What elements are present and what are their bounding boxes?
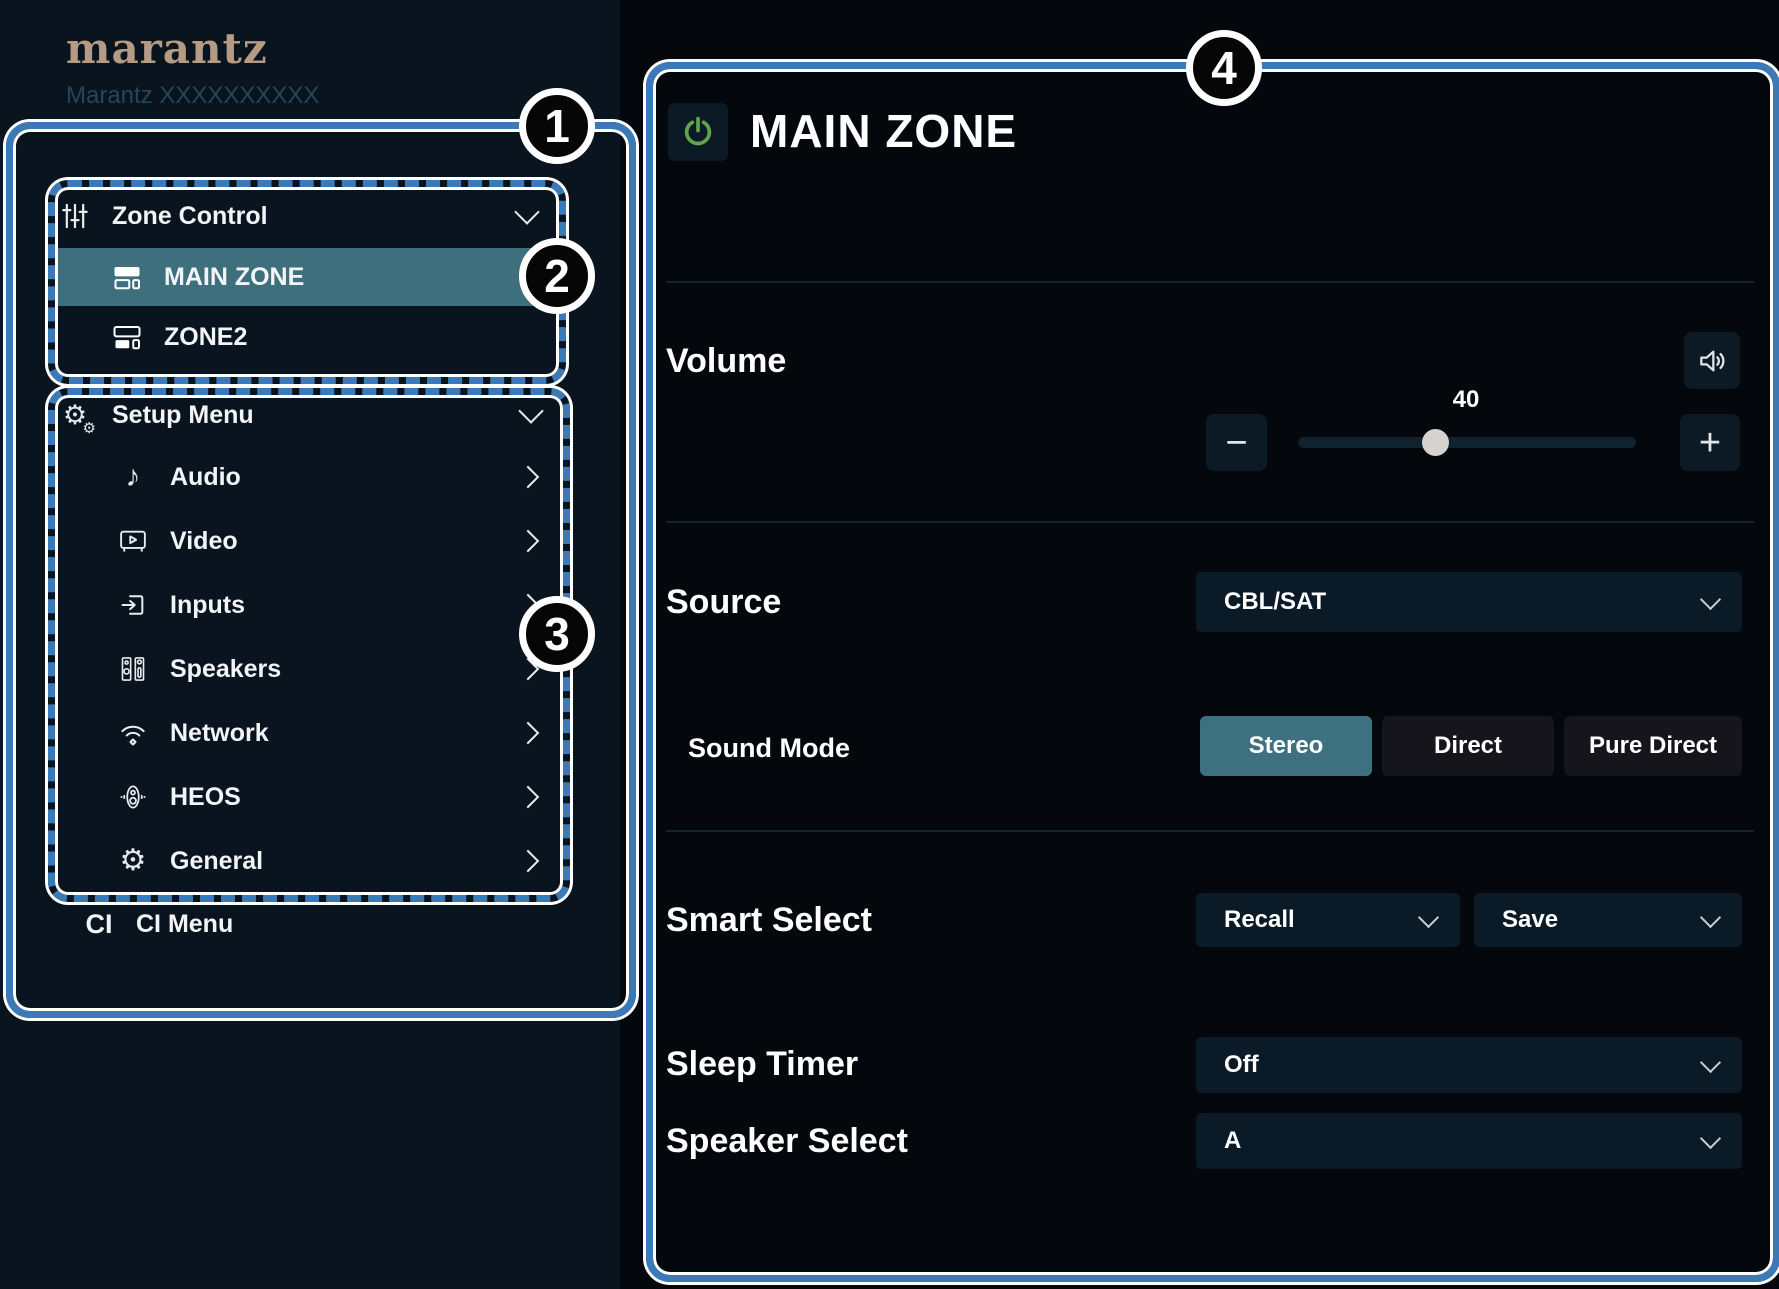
sidebar-item-label: Speakers — [170, 654, 282, 683]
wifi-icon — [116, 716, 150, 750]
sound-mode-stereo-button[interactable]: Stereo — [1200, 716, 1372, 776]
sidebar-item-label: Network — [170, 718, 269, 747]
chevron-right-icon — [516, 849, 540, 873]
marantz-logo: marantz — [66, 24, 268, 73]
speaker-select-value: A — [1224, 1127, 1242, 1154]
sidebar: marantz Marantz XXXXXXXXXX — [0, 0, 620, 1289]
gears-icon: ⚙ ⚙ — [62, 399, 96, 437]
sidebar-item-zone2[interactable]: ZONE2 — [58, 310, 546, 364]
main-zone-icon — [110, 260, 144, 294]
mute-button[interactable] — [1684, 332, 1740, 389]
sidebar-item-inputs[interactable]: Inputs — [58, 573, 550, 637]
zone-control-label: Zone Control — [112, 201, 268, 230]
source-select-value: CBL/SAT — [1224, 588, 1327, 615]
speaker-volume-icon — [1696, 345, 1728, 377]
divider — [666, 521, 1754, 523]
sidebar-item-heos[interactable]: HEOS — [58, 765, 550, 829]
sidebar-item-ci-menu[interactable]: CI CI Menu — [58, 898, 550, 950]
plus-icon: + — [1698, 421, 1722, 464]
sidebar-item-general[interactable]: ⚙ General — [58, 829, 550, 893]
sidebar-item-speakers[interactable]: Speakers — [58, 637, 550, 701]
sidebar-item-main-zone[interactable]: MAIN ZONE — [58, 248, 546, 306]
chevron-right-icon — [516, 785, 540, 809]
setup-menu-header[interactable]: ⚙ ⚙ Setup Menu — [58, 390, 550, 440]
chevron-right-icon — [516, 529, 540, 553]
sidebar-item-label: ZONE2 — [164, 322, 248, 351]
speaker-select-label: Speaker Select — [666, 1122, 908, 1160]
sleep-timer-value: Off — [1224, 1051, 1259, 1078]
volume-up-button[interactable]: + — [1680, 414, 1740, 471]
sidebar-item-label: MAIN ZONE — [164, 262, 305, 291]
volume-value: 40 — [1452, 386, 1480, 413]
annotation-box-4 — [646, 62, 1779, 1282]
ci-icon: CI — [85, 908, 113, 939]
chevron-down-icon — [1417, 906, 1440, 928]
volume-down-button[interactable]: − — [1206, 414, 1267, 471]
sidebar-item-label: Video — [170, 526, 238, 555]
audio-icon: ♪ — [125, 460, 141, 493]
setup-menu-label: Setup Menu — [112, 400, 254, 429]
chevron-down-icon — [1699, 1051, 1722, 1073]
sidebar-item-audio[interactable]: ♪ Audio — [58, 445, 550, 509]
heos-icon — [116, 780, 150, 814]
volume-slider-thumb[interactable] — [1422, 429, 1449, 456]
source-select[interactable]: CBL/SAT — [1196, 572, 1742, 632]
chevron-down-icon — [514, 199, 540, 225]
volume-label: Volume — [666, 342, 787, 380]
inputs-icon — [116, 588, 150, 622]
minus-icon: − — [1225, 421, 1248, 464]
sidebar-item-network[interactable]: Network — [58, 701, 550, 765]
chevron-right-icon — [516, 465, 540, 489]
divider — [666, 830, 1754, 832]
save-select-value: Save — [1502, 906, 1559, 933]
sidebar-item-label: Inputs — [170, 590, 245, 619]
model-name: Marantz XXXXXXXXXX — [66, 82, 320, 109]
callout-1: 1 — [519, 88, 595, 164]
smart-select-label: Smart Select — [666, 901, 872, 939]
recall-select-value: Recall — [1224, 906, 1295, 933]
smart-select-recall-select[interactable]: Recall — [1196, 893, 1460, 947]
source-label: Source — [666, 583, 782, 621]
gear-icon: ⚙ — [119, 844, 147, 877]
chevron-down-icon — [1699, 588, 1722, 610]
sound-mode-pure-direct-button[interactable]: Pure Direct — [1564, 716, 1742, 776]
chevron-down-icon — [1699, 1127, 1722, 1149]
power-icon — [681, 115, 715, 149]
volume-slider-track[interactable] — [1298, 437, 1636, 448]
sidebar-item-label: General — [170, 846, 264, 875]
power-button[interactable] — [668, 103, 728, 161]
page-title: MAIN ZONE — [750, 105, 1018, 157]
sleep-timer-label: Sleep Timer — [666, 1045, 859, 1083]
sliders-icon — [58, 199, 92, 233]
chevron-down-icon — [518, 398, 544, 424]
speakers-icon — [116, 652, 150, 686]
callout-4: 4 — [1186, 30, 1262, 106]
sound-mode-label: Sound Mode — [688, 733, 850, 763]
sidebar-item-video[interactable]: Video — [58, 509, 550, 573]
sidebar-item-label: HEOS — [170, 782, 241, 811]
zone2-icon — [110, 320, 144, 354]
sidebar-item-label: CI Menu — [136, 909, 234, 938]
sound-mode-direct-button[interactable]: Direct — [1382, 716, 1554, 776]
callout-3: 3 — [519, 596, 595, 672]
divider — [666, 281, 1754, 283]
chevron-right-icon — [516, 721, 540, 745]
chevron-down-icon — [1699, 906, 1722, 928]
mode-button-label: Direct — [1433, 732, 1503, 759]
smart-select-save-select[interactable]: Save — [1474, 893, 1742, 947]
mode-button-label: Stereo — [1248, 732, 1324, 759]
sidebar-item-label: Audio — [170, 462, 241, 491]
mode-button-label: Pure Direct — [1588, 732, 1718, 759]
sleep-timer-select[interactable]: Off — [1196, 1037, 1742, 1093]
zone-control-header[interactable]: Zone Control — [58, 188, 546, 244]
video-icon — [116, 524, 150, 558]
callout-2: 2 — [519, 238, 595, 314]
speaker-select-select[interactable]: A — [1196, 1113, 1742, 1169]
